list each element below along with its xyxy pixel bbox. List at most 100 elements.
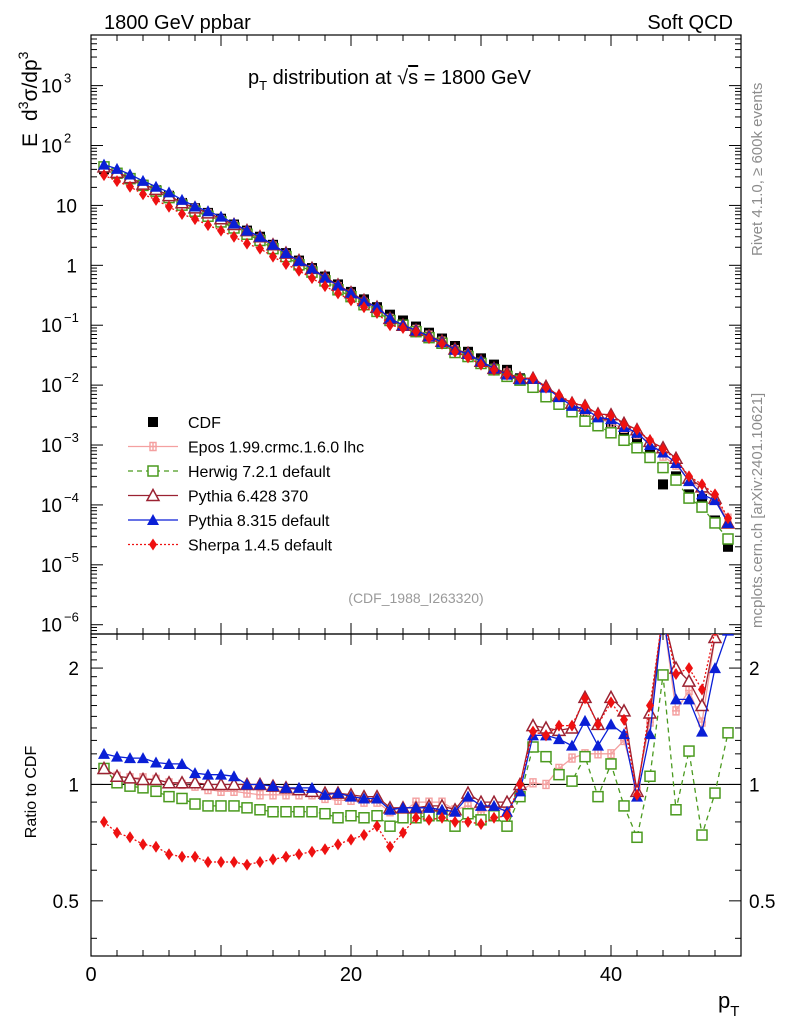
- ratio-point-epos: [256, 790, 264, 800]
- ratio-point-sherpa: [581, 692, 589, 705]
- ratio-point-epos: [594, 749, 602, 759]
- main-point-pythia8: [137, 174, 149, 186]
- ratio-point-herwig: [696, 829, 708, 841]
- main-point-sherpa: [282, 258, 290, 271]
- ratio-point-epos: [672, 706, 680, 716]
- ratio-point-pythia6: [694, 697, 710, 712]
- main-point-sherpa: [516, 372, 524, 385]
- main-point-data: [632, 435, 642, 446]
- main-point-pythia8: [371, 301, 383, 313]
- ratio-series-pythia8: [98, 634, 734, 817]
- legend-marker: [149, 441, 157, 452]
- ratio-point-sherpa: [477, 818, 485, 831]
- ratio-point-pythia6: [174, 775, 190, 789]
- main-point-herwig: [683, 492, 695, 504]
- ratio-point-herwig: [150, 785, 162, 798]
- ratio-point-pythia6: [148, 771, 164, 786]
- y-axis-label-ratio: Ratio to CDF: [23, 746, 40, 839]
- main-point-sherpa: [581, 399, 589, 412]
- main-point-data: [658, 479, 668, 490]
- y-tick-label: 10: [41, 376, 62, 397]
- legend-entry-data: CDF: [148, 415, 221, 432]
- ratio-point-pythia8: [709, 662, 721, 674]
- main-point-herwig: [722, 533, 734, 545]
- ratio-point-sherpa: [100, 815, 108, 828]
- ratio-point-sherpa: [165, 848, 173, 861]
- ratio-point-herwig: [683, 745, 695, 757]
- legend-label: CDF: [188, 415, 221, 432]
- ratio-point-herwig: [345, 809, 357, 822]
- ratio-point-pythia8: [111, 750, 123, 762]
- legend-label: Herwig 7.2.1 default: [188, 464, 331, 481]
- ratio-point-herwig: [228, 800, 240, 812]
- ratio-point-pythia8: [306, 781, 318, 793]
- y-tick-label: 10: [41, 77, 62, 98]
- main-point-sherpa: [230, 230, 238, 243]
- ratio-point-pythia8: [280, 781, 292, 793]
- legend-label: Pythia 8.315 default: [188, 513, 330, 530]
- ratio-point-pythia6: [96, 760, 112, 775]
- mcplots-label: mcplots.cern.ch [arXiv:2401.10621]: [749, 393, 766, 628]
- ratio-point-herwig: [605, 758, 617, 770]
- ratio-point-pythia8: [553, 733, 565, 745]
- ratio-point-sherpa: [360, 829, 368, 842]
- ratio-point-sherpa: [126, 831, 134, 844]
- ratio-point-herwig: [670, 804, 682, 816]
- y-tick-exponent: −3: [64, 430, 79, 445]
- ratio-point-herwig: [722, 727, 734, 739]
- ratio-point-pythia8: [475, 799, 487, 811]
- ratio-point-epos: [568, 753, 576, 763]
- legend-entry-herwig: Herwig 7.2.1 default: [128, 464, 331, 481]
- x-tick-label: 0: [85, 964, 96, 986]
- main-point-sherpa: [555, 389, 563, 402]
- header-left: 1800 GeV ppbar: [104, 12, 251, 34]
- main-point-pythia8: [124, 168, 136, 180]
- ratio-point-sherpa: [516, 778, 524, 791]
- ratio-point-sherpa: [713, 634, 717, 637]
- ratio-point-pythia8: [124, 752, 136, 764]
- legend-entry-pythia6: Pythia 6.428 370: [128, 487, 308, 506]
- y-tick-label: 10: [56, 196, 77, 217]
- y-axis-label-main: Ed3σ/dp3: [15, 51, 42, 147]
- ratio-point-pythia8: [358, 792, 370, 804]
- ratio-point-sherpa: [451, 815, 459, 828]
- ratio-point-pythia8: [228, 770, 240, 782]
- ratio-point-herwig: [397, 812, 409, 824]
- ratio-point-herwig: [384, 820, 396, 832]
- y-tick-label: 10: [41, 616, 62, 637]
- ratio-point-pythia8: [605, 718, 617, 730]
- ratio-point-sherpa: [217, 856, 225, 869]
- ratio-point-pythia8: [592, 739, 604, 751]
- main-point-sherpa: [308, 272, 316, 285]
- ratio-point-sherpa: [438, 811, 446, 824]
- ratio-point-pythia8: [696, 725, 708, 737]
- main-point-sherpa: [464, 351, 472, 364]
- legend: CDF Epos 1.99.crmc.1.6.0 lhc Herwig 7.2.1 …: [128, 415, 364, 555]
- main-point-sherpa: [607, 409, 615, 422]
- main-point-sherpa: [646, 434, 654, 447]
- main-point-sherpa: [217, 224, 225, 237]
- main-point-data: [619, 429, 629, 440]
- main-point-pythia8: [267, 238, 279, 250]
- y-tick-exponent: −1: [64, 310, 79, 325]
- ratio-point-sherpa: [633, 788, 641, 801]
- ratio-point-sherpa: [243, 858, 251, 871]
- x-axis-label: pT: [718, 988, 739, 1020]
- ratio-point-sherpa: [113, 826, 121, 839]
- ratio-y-tick-label-right: 1: [749, 775, 760, 796]
- main-point-herwig: [605, 427, 617, 439]
- main-point-sherpa: [438, 337, 446, 350]
- ratio-point-herwig: [215, 800, 227, 812]
- ratio-point-sherpa: [672, 668, 680, 681]
- main-point-sherpa: [503, 368, 511, 381]
- ratio-point-herwig: [267, 805, 279, 818]
- ratio-point-epos: [542, 779, 550, 790]
- ratio-point-pythia8: [462, 790, 474, 802]
- ratio-plot-frame: [90, 633, 742, 957]
- ratio-point-sherpa: [685, 662, 693, 675]
- legend-marker: [147, 514, 159, 525]
- ratio-point-herwig: [540, 750, 552, 763]
- main-point-sherpa: [490, 363, 498, 376]
- main-point-sherpa: [321, 280, 329, 293]
- ratio-point-pythia8: [423, 801, 435, 813]
